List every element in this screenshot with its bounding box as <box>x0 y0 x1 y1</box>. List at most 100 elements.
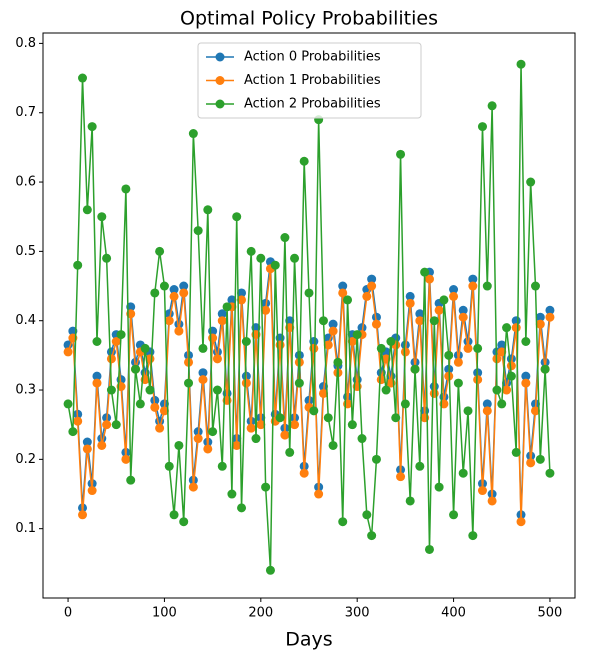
point <box>121 184 131 194</box>
point <box>338 288 348 298</box>
y-tick-label: 0.3 <box>15 383 36 398</box>
point <box>415 316 425 326</box>
point <box>78 73 88 83</box>
point <box>516 517 526 527</box>
point <box>208 333 218 343</box>
x-tick-label: 400 <box>441 606 466 621</box>
point <box>82 205 92 215</box>
point <box>140 343 150 353</box>
point <box>198 368 208 378</box>
legend-marker <box>215 99 225 109</box>
point <box>318 316 328 326</box>
point <box>174 440 184 450</box>
y-tick-label: 0.4 <box>15 313 36 328</box>
point <box>280 430 290 440</box>
y-tick-label: 0.7 <box>15 105 36 120</box>
point <box>371 454 381 464</box>
point <box>453 357 463 367</box>
point <box>290 253 300 263</box>
point <box>193 226 203 236</box>
point <box>203 205 213 215</box>
point <box>212 385 222 395</box>
point <box>102 420 112 430</box>
point <box>502 385 512 395</box>
y-tick-label: 0.1 <box>15 521 36 536</box>
point <box>131 364 141 374</box>
point <box>78 510 88 520</box>
point <box>318 388 328 398</box>
point <box>135 399 145 409</box>
point <box>463 406 473 416</box>
point <box>473 375 483 385</box>
point <box>87 486 97 496</box>
point <box>362 510 372 520</box>
point <box>68 427 78 437</box>
point <box>212 354 222 364</box>
point <box>150 288 160 298</box>
point <box>449 291 459 301</box>
point <box>241 336 251 346</box>
point <box>237 295 247 305</box>
point <box>309 406 319 416</box>
point <box>376 343 386 353</box>
point <box>434 482 444 492</box>
point <box>92 371 102 381</box>
point <box>184 378 194 388</box>
point <box>540 364 550 374</box>
point <box>285 447 295 457</box>
point <box>420 267 430 277</box>
point <box>535 319 545 329</box>
point <box>371 312 381 322</box>
point <box>521 378 531 388</box>
point <box>526 177 536 187</box>
x-tick-label: 0 <box>64 606 72 621</box>
point <box>410 364 420 374</box>
point <box>367 274 377 284</box>
point <box>155 423 165 433</box>
point <box>497 340 507 350</box>
x-tick-label: 300 <box>345 606 370 621</box>
point <box>270 260 280 270</box>
point <box>449 285 459 295</box>
point <box>280 233 290 243</box>
point <box>169 510 179 520</box>
point <box>453 378 463 388</box>
point <box>82 444 92 454</box>
point <box>482 399 492 409</box>
point <box>526 458 536 468</box>
point <box>261 482 271 492</box>
point <box>367 281 377 291</box>
point <box>164 316 174 326</box>
point <box>545 468 555 478</box>
legend-marker <box>215 52 225 62</box>
point <box>208 427 218 437</box>
point <box>449 510 459 520</box>
point <box>159 281 169 291</box>
point <box>424 274 434 284</box>
point <box>63 347 73 357</box>
point <box>227 295 237 305</box>
point <box>256 253 266 263</box>
point <box>261 298 271 308</box>
point <box>530 406 540 416</box>
point <box>429 388 439 398</box>
point <box>87 122 97 132</box>
point <box>482 406 492 416</box>
point <box>63 399 73 409</box>
point <box>304 288 314 298</box>
point <box>357 323 367 333</box>
point <box>376 375 386 385</box>
point <box>371 319 381 329</box>
point <box>506 361 516 371</box>
point <box>468 281 478 291</box>
point <box>193 434 203 444</box>
point <box>275 413 285 423</box>
y-tick-label: 0.8 <box>15 36 36 51</box>
point <box>429 316 439 326</box>
point <box>102 253 112 263</box>
point <box>545 312 555 322</box>
point <box>203 444 213 454</box>
x-axis-label: Days <box>285 629 332 651</box>
point <box>492 385 502 395</box>
